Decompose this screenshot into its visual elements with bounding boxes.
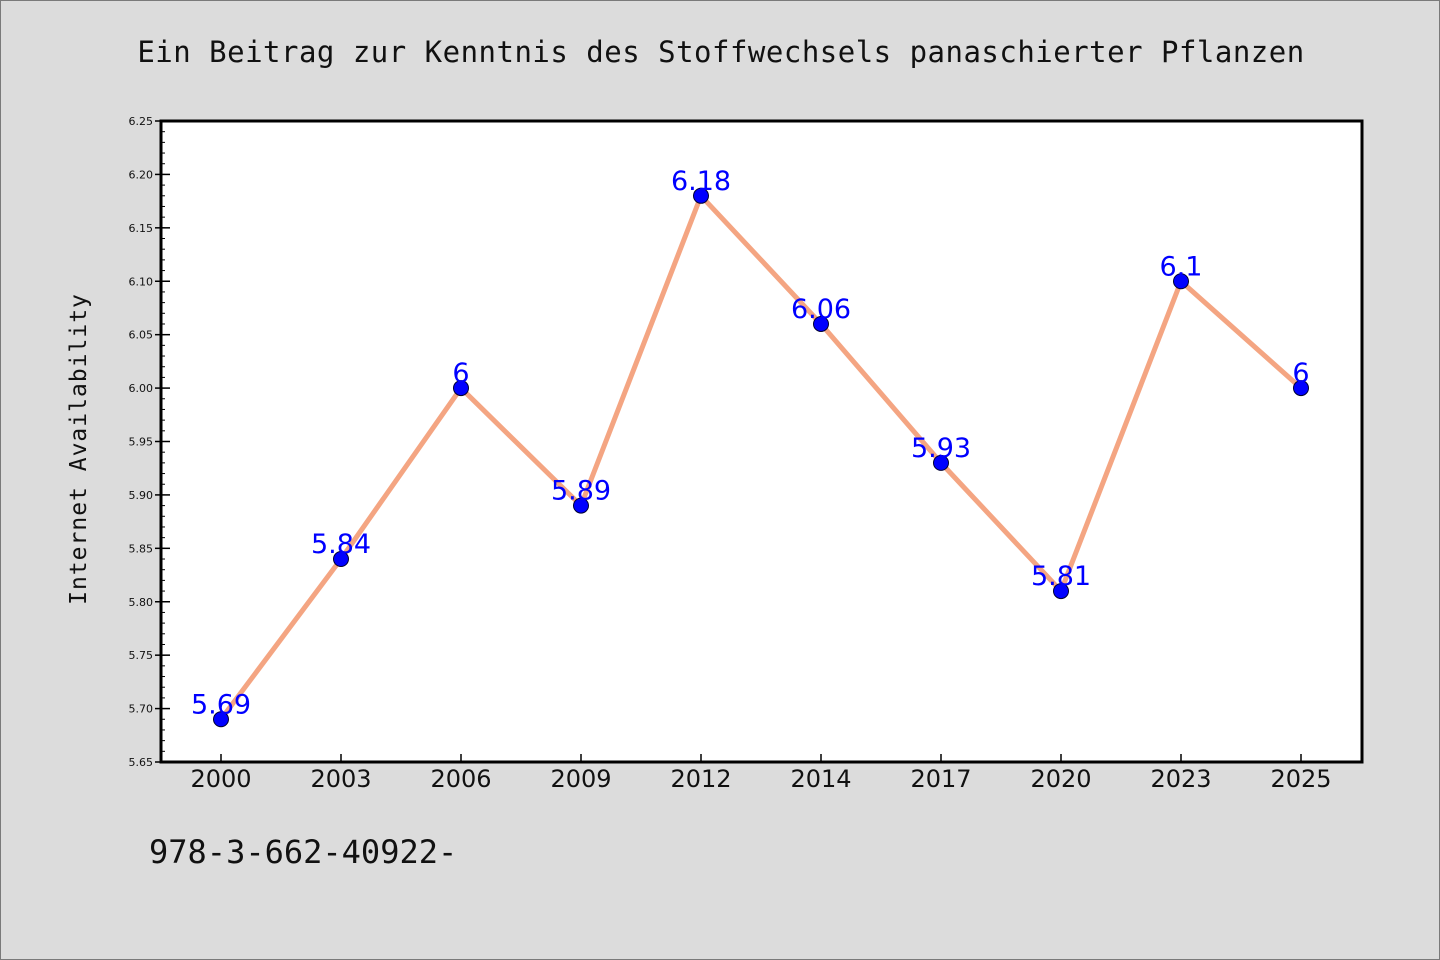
series-line [218, 193, 1304, 722]
data-label: 6 [1292, 358, 1309, 389]
x-tick-label: 2020 [1030, 765, 1091, 793]
y-tick-label: 6.00 [129, 382, 154, 395]
data-point [813, 315, 829, 332]
data-point [933, 454, 949, 471]
y-tick-label: 6.20 [129, 168, 154, 181]
data-point [1053, 583, 1069, 600]
data-point [453, 380, 469, 397]
data-label: 5.93 [911, 433, 971, 464]
x-tick-label: 2017 [910, 765, 971, 793]
x-tick-label: 2012 [670, 765, 731, 793]
y-tick-label: 6.25 [129, 115, 154, 128]
y-tick-label: 6.15 [129, 222, 154, 235]
chart-title: Ein Beitrag zur Kenntnis des Stoffwechse… [137, 35, 1305, 69]
y-tick-label: 5.70 [129, 703, 154, 716]
y-tick-label: 5.80 [129, 596, 154, 609]
x-tick-label: 2009 [550, 765, 611, 793]
x-tick-label: 2006 [430, 765, 491, 793]
y-tick-label: 5.75 [129, 649, 154, 662]
data-label: 5.81 [1031, 561, 1091, 592]
data-label: 6 [452, 358, 469, 389]
data-point [213, 711, 229, 728]
isbn-footer: 978-3-662-40922- [149, 833, 458, 871]
x-tick-label: 2023 [1150, 765, 1211, 793]
y-tick-label: 5.65 [129, 756, 154, 769]
data-point [1293, 380, 1309, 397]
data-label: 6.18 [671, 166, 731, 197]
data-point [573, 497, 589, 514]
data-label: 6.06 [791, 294, 851, 325]
x-tick-label: 2003 [310, 765, 371, 793]
y-axis-ticks: 5.65 5.70 5.75 5.80 5.85 5.90 5.95 6.00 6.05 6.10… [129, 115, 170, 769]
data-point [693, 187, 709, 204]
y-tick-label: 5.90 [129, 489, 154, 502]
y-tick-label: 6.10 [129, 275, 154, 288]
y-tick-label: 5.95 [129, 436, 154, 449]
data-label: 6.1 [1160, 251, 1203, 282]
plot-area [159, 119, 1364, 764]
y-axis-label: Internet Availability [66, 293, 92, 605]
x-axis-ticks: 2000 2003 2006 2009 2012 2014 2017 2020 2023 2025 [190, 754, 1332, 793]
data-point [1173, 273, 1189, 290]
y-tick-label: 6.05 [129, 329, 154, 342]
data-label: 5.69 [191, 689, 251, 720]
data-point [333, 551, 349, 568]
y-tick-label: 5.85 [129, 542, 154, 555]
data-labels: 5.69 5.84 6 5.89 6.18 6.06 5.93 5.81 6.1 6 [191, 166, 1310, 720]
x-tick-label: 2025 [1270, 765, 1331, 793]
data-label: 5.89 [551, 476, 611, 507]
x-tick-label: 2014 [790, 765, 851, 793]
data-markers [213, 187, 1309, 728]
data-label: 5.84 [311, 529, 371, 560]
x-tick-label: 2000 [190, 765, 251, 793]
